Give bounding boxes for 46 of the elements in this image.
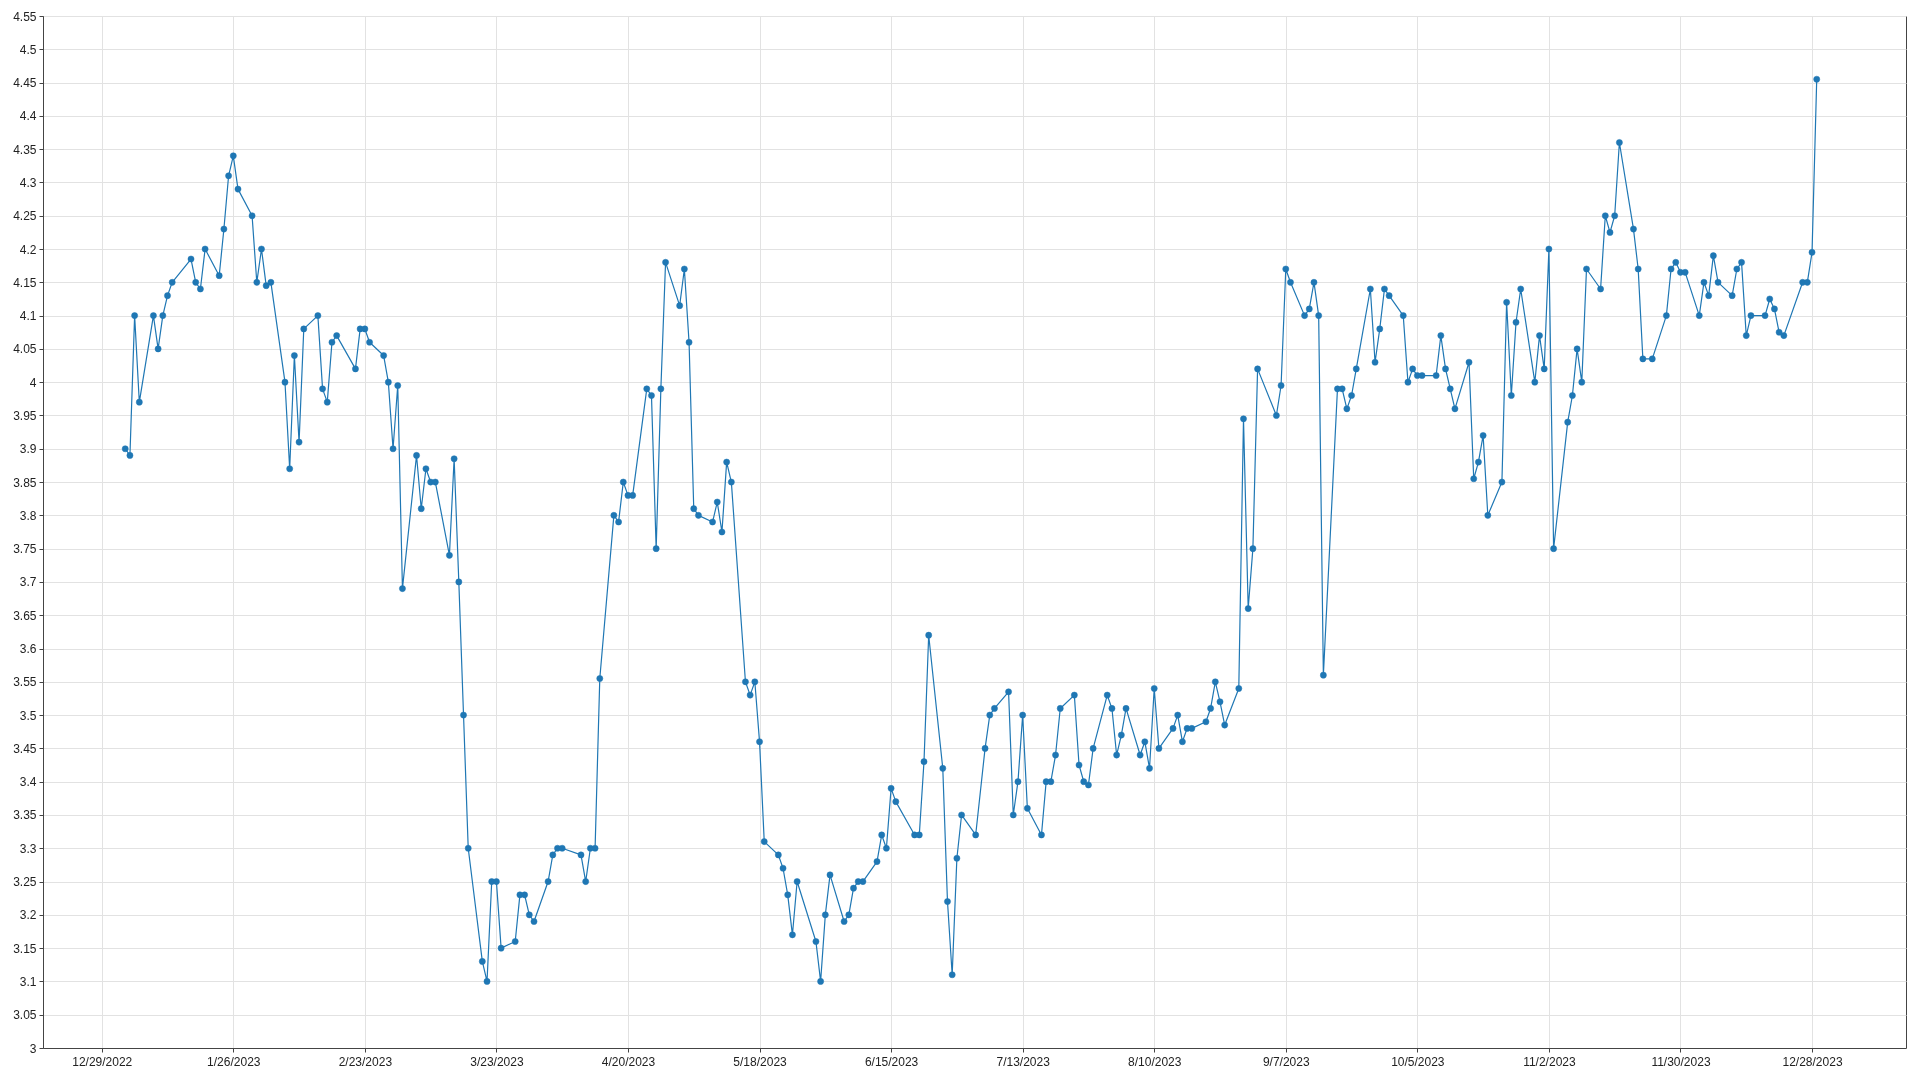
y-tick-label: 3.8 [19, 508, 37, 523]
y-tick-label: 4.1 [19, 309, 37, 324]
y-tick-label: 3.9 [19, 442, 37, 457]
x-tick-label: 11/30/2023 [1651, 1054, 1711, 1069]
x-tick-label: 11/2/2023 [1523, 1054, 1576, 1069]
y-tick-label: 3.85 [13, 475, 37, 490]
y-tick-label: 4.55 [13, 9, 37, 24]
y-tick-label: 3.6 [19, 642, 37, 657]
y-tick-label: 3.05 [13, 1008, 37, 1023]
y-tick-label: 4.4 [19, 109, 37, 124]
y-tick-label: 4.5 [19, 42, 37, 57]
x-tick-label: 12/29/2022 [72, 1054, 133, 1069]
x-tick-label: 6/15/2023 [864, 1054, 919, 1069]
y-tick-label: 3.35 [13, 808, 37, 823]
x-tick-label: 7/13/2023 [996, 1054, 1051, 1069]
x-tick-label: 12/28/2023 [1782, 1054, 1843, 1069]
x-tick-label: 10/5/2023 [1391, 1054, 1445, 1069]
y-tick-label: 3.7 [19, 575, 37, 590]
y-tick-label: 3.65 [13, 608, 37, 623]
y-tick-label: 3.75 [13, 542, 37, 557]
y-tick-label: 4.05 [13, 342, 37, 357]
y-tick-label: 3.2 [19, 908, 37, 923]
y-tick-label: 3.3 [19, 841, 37, 856]
y-tick-label: 4.3 [19, 175, 37, 190]
y-tick-label: 4.15 [13, 275, 37, 290]
y-tick-label: 3.4 [19, 775, 37, 790]
y-tick-label: 4 [29, 375, 37, 390]
y-tick-label: 3.45 [13, 741, 37, 756]
y-tick-label: 4.2 [19, 242, 37, 257]
y-tick-label: 4.45 [13, 76, 37, 91]
x-tick-label: 4/20/2023 [601, 1054, 656, 1069]
x-tick-label: 2/23/2023 [338, 1054, 393, 1069]
x-tick-label: 9/7/2023 [1262, 1054, 1310, 1069]
y-tick-label: 4.35 [13, 142, 37, 157]
y-tick-label: 3 [29, 1041, 37, 1056]
x-tick-label: 1/26/2023 [207, 1054, 261, 1069]
y-tick-label: 3.95 [13, 408, 37, 423]
y-tick-label: 3.55 [13, 675, 37, 690]
y-tick-label: 3.1 [19, 974, 37, 989]
y-tick-label: 3.5 [19, 708, 37, 723]
x-tick-label: 8/10/2023 [1128, 1054, 1182, 1069]
y-tick-label: 3.25 [13, 875, 37, 890]
x-tick-label: 3/23/2023 [470, 1054, 524, 1069]
y-tick-label: 4.25 [13, 209, 37, 224]
x-tick-label: 5/18/2023 [733, 1054, 788, 1069]
y-tick-label: 3.15 [13, 941, 37, 956]
